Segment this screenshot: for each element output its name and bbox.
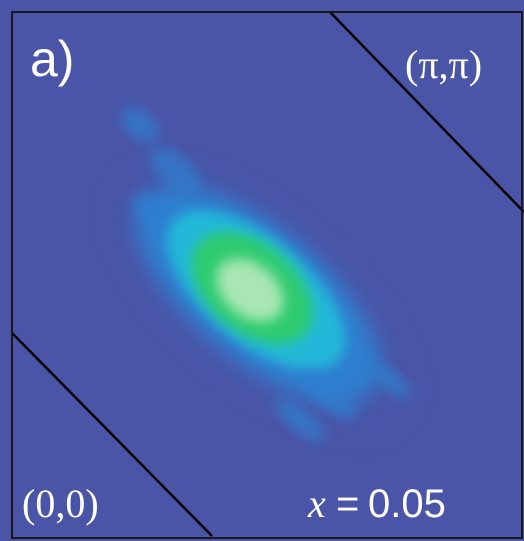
intensity-level-5	[216, 258, 284, 322]
plot-frame	[11, 11, 523, 539]
intensity-fringe-2	[149, 147, 201, 193]
intensity-fringe-4	[369, 361, 411, 399]
intensity-fringe-6	[132, 194, 168, 226]
intensity-distribution	[110, 107, 414, 442]
zone-boundary-top-right	[329, 11, 524, 213]
corner-label-bottom-left: (0,0)	[22, 481, 99, 526]
zone-boundary-bottom-left	[11, 332, 213, 537]
doping-value: 0.05	[368, 482, 446, 526]
intensity-fringe-3	[302, 370, 358, 420]
intensity-fringe-1	[120, 107, 160, 143]
intensity-fringe-5	[275, 398, 325, 442]
panel-label: a)	[30, 31, 74, 87]
doping-variable: x	[307, 481, 326, 526]
corner-label-top-right: (π,π)	[405, 42, 482, 87]
doping-equals: =	[336, 482, 359, 526]
